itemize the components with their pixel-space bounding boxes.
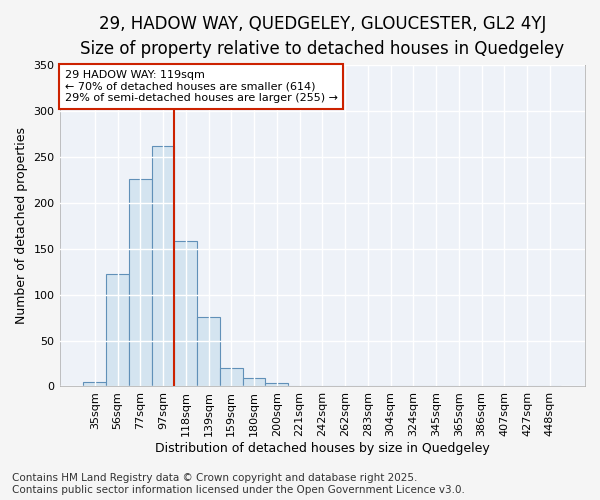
Bar: [83, 382, 106, 386]
Bar: [197, 316, 220, 386]
Bar: [129, 179, 152, 386]
Title: 29, HADOW WAY, QUEDGELEY, GLOUCESTER, GL2 4YJ
Size of property relative to detac: 29, HADOW WAY, QUEDGELEY, GLOUCESTER, GL…: [80, 15, 565, 58]
Text: 29 HADOW WAY: 119sqm
← 70% of detached houses are smaller (614)
29% of semi-deta: 29 HADOW WAY: 119sqm ← 70% of detached h…: [65, 70, 338, 103]
Bar: [106, 274, 129, 386]
Bar: [175, 242, 197, 386]
Bar: [152, 146, 175, 386]
Bar: [242, 378, 265, 386]
Bar: [265, 383, 288, 386]
Y-axis label: Number of detached properties: Number of detached properties: [15, 128, 28, 324]
X-axis label: Distribution of detached houses by size in Quedgeley: Distribution of detached houses by size …: [155, 442, 490, 455]
Text: Contains HM Land Registry data © Crown copyright and database right 2025.
Contai: Contains HM Land Registry data © Crown c…: [12, 474, 465, 495]
Bar: [220, 368, 242, 386]
